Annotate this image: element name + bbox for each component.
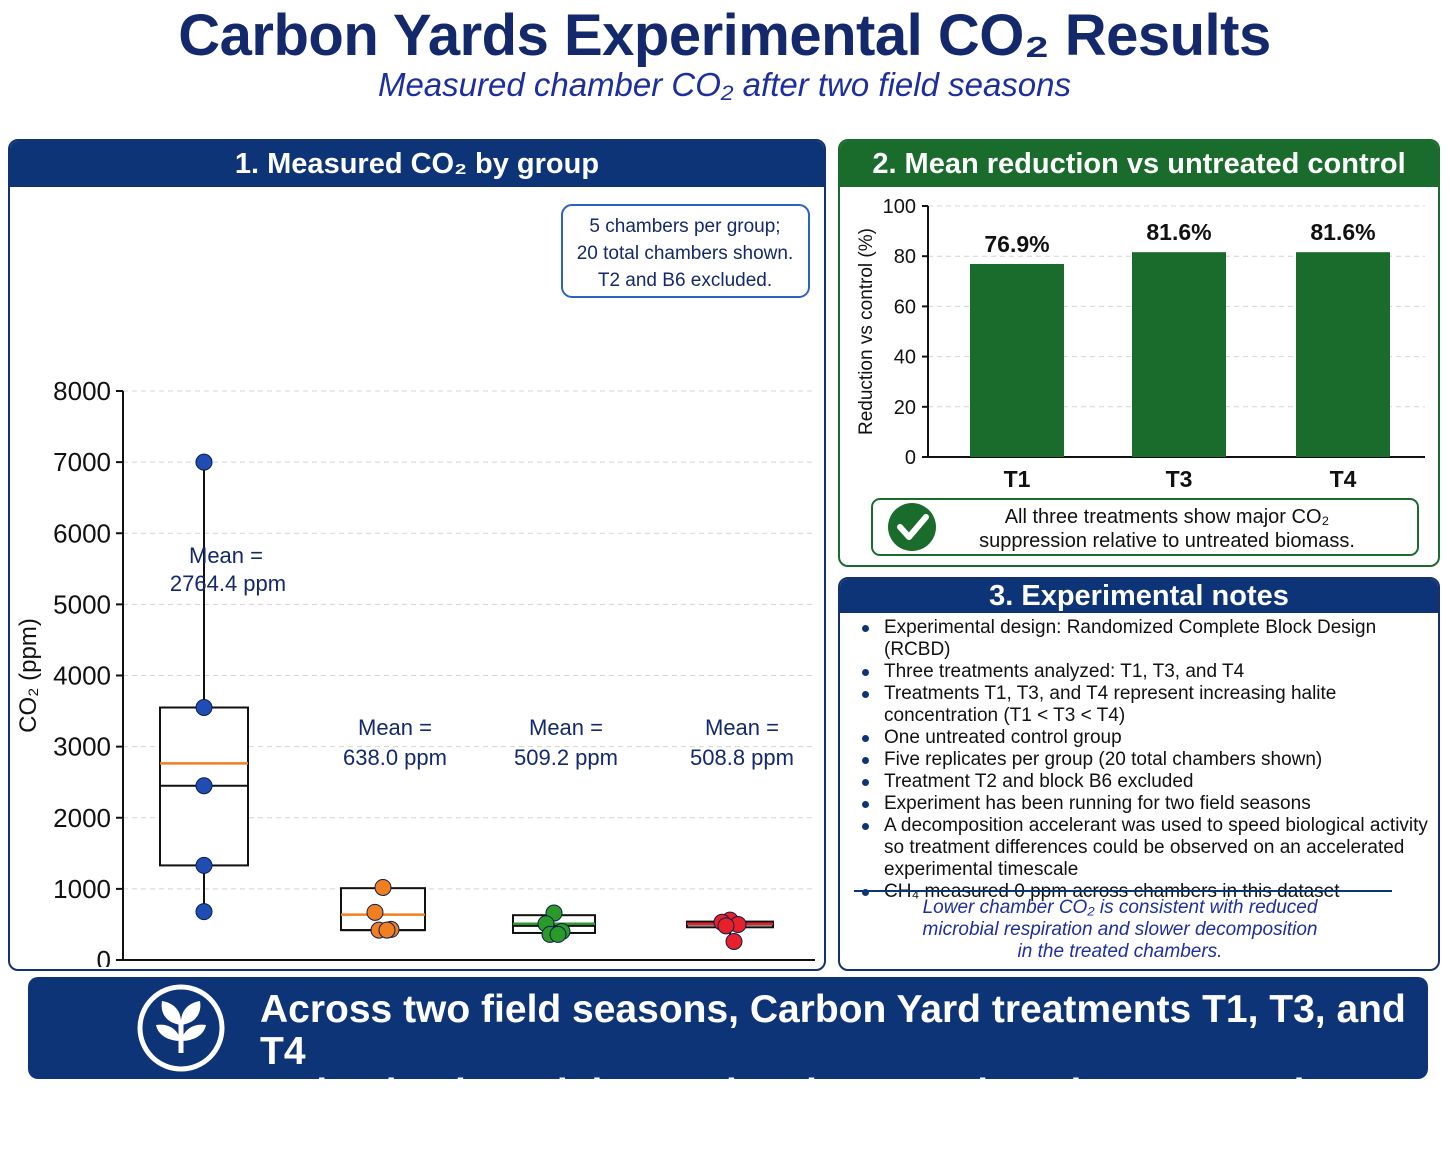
- y-tick-label: 2000: [53, 803, 111, 833]
- check-mark: [897, 514, 929, 540]
- data-point: [195, 903, 213, 921]
- panel-measured-co2: 1. Measured CO₂ by group 0 1000 2000 3000 40…: [8, 139, 826, 971]
- mean-label: 509.2 ppm: [514, 745, 618, 770]
- data-point: [374, 878, 392, 896]
- note-item: Three treatments analyzed: T1, T3, and T…: [858, 661, 1433, 683]
- info-box-line: 5 chambers per group;: [589, 216, 780, 237]
- data-point: [549, 925, 567, 943]
- mean-label: 2764.4 ppm: [170, 571, 286, 596]
- mean-label: Mean =: [705, 715, 779, 740]
- info-box: [561, 204, 810, 298]
- y-tick-label: 8000: [53, 376, 111, 406]
- y-tick-label: 60: [894, 296, 916, 318]
- y-axis-label: Reduction vs control (%): [856, 228, 877, 435]
- x-tick-label: T3: [539, 966, 569, 967]
- y-tick-label: 0: [97, 945, 111, 967]
- callout-line: All three treatments show major CO₂: [1005, 506, 1330, 528]
- page-title: Carbon Yards Experimental CO₂ Results: [178, 3, 1271, 68]
- divider: [854, 890, 1392, 892]
- y-tick-label: 80: [894, 246, 916, 268]
- note-item: Five replicates per group (20 total cham…: [858, 749, 1433, 771]
- note-item: Treatments T1, T3, and T4 represent incr…: [858, 683, 1433, 727]
- bar: [1132, 252, 1226, 457]
- data-point: [195, 453, 213, 471]
- data-point: [366, 903, 384, 921]
- y-tick-label: 4000: [53, 661, 111, 691]
- mean-label: Mean =: [189, 543, 263, 568]
- notes-footer-line: in the treated chambers.: [1017, 941, 1223, 962]
- page-subtitle: Measured chamber CO₂ after two field sea…: [377, 66, 1072, 103]
- callout-box: [871, 498, 1419, 556]
- note-item: One untreated control group: [858, 727, 1433, 749]
- note-item: Experimental design: Randomized Complete…: [858, 617, 1433, 661]
- data-point: [195, 777, 213, 795]
- banner-line: Across two field seasons, Carbon Yard tr…: [260, 988, 1406, 1073]
- y-tick-label: 6000: [53, 518, 111, 548]
- notes-footer-line: microbial respiration and slower decompo…: [922, 919, 1318, 940]
- y-tick-label: 20: [894, 397, 916, 419]
- note-item: Treatment T2 and block B6 excluded: [858, 771, 1433, 793]
- bar: [970, 263, 1064, 457]
- y-tick-label: 40: [894, 347, 916, 369]
- x-tick-label: T3: [1166, 466, 1193, 492]
- panel-title: 3. Experimental notes: [840, 579, 1438, 613]
- info-box-line: T2 and B6 excluded.: [598, 270, 772, 291]
- notes-footer-line: Lower chamber CO₂ is consistent with red…: [922, 897, 1318, 918]
- check-circle-icon: [888, 503, 936, 551]
- info-box-line: 20 total chambers shown.: [577, 243, 794, 264]
- mean-label: Mean =: [358, 715, 432, 740]
- data-point: [195, 699, 213, 717]
- y-tick-label: 100: [883, 196, 916, 218]
- bar-value-label: 81.6%: [1146, 219, 1211, 245]
- callout-line: suppression relative to untreated biomas…: [979, 530, 1355, 552]
- notes-footer: Lower chamber CO₂ is consistent with red…: [880, 897, 1360, 963]
- panel-title: 1. Measured CO₂ by group: [10, 141, 824, 187]
- data-point: [378, 921, 396, 939]
- bar-value-label: 76.9%: [984, 231, 1049, 257]
- y-axis-label: CO₂ (ppm): [15, 618, 42, 733]
- banner-text: Across two field seasons, Carbon Yard tr…: [260, 989, 1410, 1157]
- data-point: [195, 856, 213, 874]
- notes-list: Experimental design: Randomized Complete…: [858, 617, 1433, 903]
- panel-experimental-notes: 3. Experimental notes Experimental desig…: [838, 577, 1440, 971]
- conclusion-banner: Across two field seasons, Carbon Yard tr…: [28, 977, 1428, 1157]
- y-tick-label: 7000: [53, 447, 111, 477]
- x-tick-label: T4: [1330, 466, 1357, 492]
- y-tick-label: 0: [905, 447, 916, 469]
- y-tick-label: 5000: [53, 589, 111, 619]
- mean-label: 508.8 ppm: [690, 745, 794, 770]
- check-circle-bg: [888, 503, 936, 551]
- panel-mean-reduction: 2. Mean reduction vs untreated control 0…: [838, 139, 1440, 567]
- x-tick-label: T4: [715, 966, 745, 967]
- x-tick-label: T1: [368, 966, 398, 967]
- bar: [1296, 252, 1390, 457]
- y-tick-label: 3000: [53, 732, 111, 762]
- box-plot-chart: 0 1000 2000 3000 4000 5000 6000 7000 8000 CO₂ (pp…: [15, 204, 815, 967]
- y-tick-label: 1000: [53, 874, 111, 904]
- leaf-sprout-icon: [137, 984, 225, 1072]
- panel-title: 2. Mean reduction vs untreated control: [840, 141, 1438, 187]
- mean-label: 638.0 ppm: [343, 745, 447, 770]
- data-point: [717, 917, 735, 935]
- data-point: [725, 933, 743, 951]
- note-item: Experiment has been running for two fiel…: [858, 793, 1433, 815]
- bar-chart: 0 20 40 60 80 100 Reduction vs control (%) 76.9…: [856, 196, 1425, 556]
- note-item: A decomposition accelerant was used to s…: [858, 815, 1433, 881]
- mean-label: Mean =: [529, 715, 603, 740]
- x-tick-label: T1: [1004, 466, 1031, 492]
- bar-value-label: 81.6%: [1310, 219, 1375, 245]
